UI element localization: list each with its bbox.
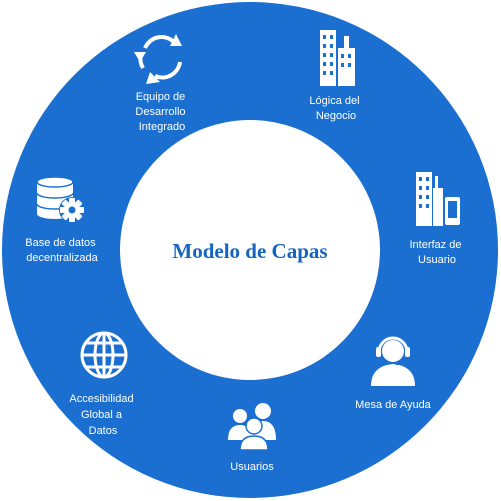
- segment-label-line: Usuarios: [230, 461, 274, 473]
- segment-label-line: decentralizada: [26, 252, 98, 264]
- segment-label: Base de datos decentralizada: [25, 237, 98, 264]
- segment-users: Usuarios: [228, 403, 276, 473]
- segment-label-line: Usuario: [418, 254, 456, 266]
- segment-label: Mesa de Ayuda: [355, 399, 432, 411]
- segment-label-line: Equipo de: [136, 91, 186, 103]
- globe-icon: [80, 331, 128, 379]
- segment-label-line: Integrado: [139, 121, 185, 133]
- segment-integrated-dev-team: Equipo de Desarrollo Integrado: [134, 34, 188, 133]
- segment-decentralized-database: Base de datos decentralizada: [25, 176, 99, 264]
- segment-label: Lógica del Negocio: [309, 95, 362, 122]
- cycle-arrows-icon: [134, 34, 182, 84]
- segment-label-line: Datos: [89, 425, 118, 437]
- segment-label-line: Desarrollo: [135, 106, 185, 118]
- segment-label-line: Base de datos: [25, 237, 96, 249]
- segment-label-line: Global a: [81, 409, 123, 421]
- headset-agent-icon: [371, 336, 415, 386]
- segment-user-interface: Interfaz de Usuario: [409, 172, 464, 266]
- segment-label-line: Negocio: [316, 110, 356, 122]
- segment-label: Equipo de Desarrollo Integrado: [135, 91, 188, 133]
- segment-global-data-access: Accesibilidad Global a Datos: [69, 331, 136, 437]
- database-gear-icon: [36, 176, 85, 223]
- segment-label: Interfaz de Usuario: [409, 239, 464, 266]
- segment-help-desk: Mesa de Ayuda: [355, 336, 432, 411]
- segment-label-line: Interfaz de: [409, 239, 461, 251]
- segment-label: Accesibilidad Global a Datos: [69, 393, 136, 437]
- building-device-icon: [416, 172, 462, 227]
- office-buildings-icon: [320, 30, 355, 86]
- segment-label-line: Mesa de Ayuda: [355, 399, 432, 411]
- segment-label-line: Lógica del: [309, 95, 359, 107]
- segment-label: Usuarios: [230, 461, 274, 473]
- segment-business-logic: Lógica del Negocio: [309, 30, 362, 122]
- center-title: Modelo de Capas: [172, 239, 327, 263]
- users-group-icon: [228, 403, 276, 451]
- segment-label-line: Accesibilidad: [69, 393, 133, 405]
- center-circle: [120, 120, 380, 380]
